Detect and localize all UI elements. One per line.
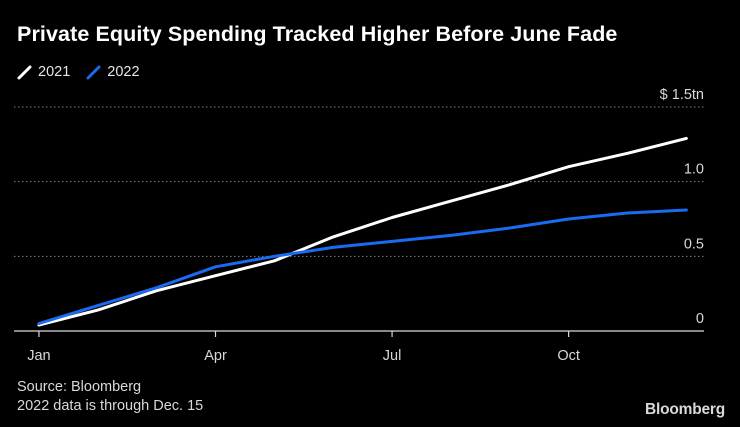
data-point-2022 [273,255,276,258]
data-point-2022 [508,226,512,230]
y-tick-label: $ 1.5tn [660,87,704,103]
data-point-2022 [96,304,100,307]
bloomberg-logo: Bloomberg [644,401,725,418]
y-tick-label: 0.5 [684,236,704,252]
data-point-2021 [508,183,512,186]
data-point-2022 [331,246,335,249]
chart-title: Private Equity Spending Tracked Higher B… [17,22,618,46]
x-tick-label: Jan [27,348,50,364]
x-tick-label: Jul [383,348,402,364]
data-point-2022 [449,234,453,237]
data-point-2021 [685,137,688,140]
y-tick-label: 1.0 [684,162,704,178]
series-line-2021 [37,136,688,327]
data-point-2022 [567,217,570,221]
data-point-2021 [390,216,394,219]
data-point-2021 [331,235,335,239]
data-point-2022 [37,322,41,325]
data-point-2022 [685,208,688,212]
data-point-2021 [626,151,629,155]
data-note: 2022 data is through Dec. 15 [17,398,204,414]
data-point-2021 [449,199,453,203]
footer: Source: Bloomberg 2022 data is through D… [17,378,203,416]
legend: 2021 2022 [17,62,156,82]
data-point-2021 [96,308,100,312]
data-point-2022 [626,211,629,215]
data-point-2022 [214,265,217,269]
legend-label-2022: 2022 [107,64,140,80]
legend-swatch-2021 [17,65,32,79]
legend-item-2022: 2022 [86,64,140,80]
data-point-2022 [390,240,394,243]
data-point-2021 [273,259,276,263]
x-tick-label: Apr [204,348,227,364]
y-tick-label: 0 [696,311,704,327]
data-point-2022 [155,286,158,289]
legend-item-2021: 2021 [17,64,70,80]
data-point-2021 [214,274,217,278]
source-note: Source: Bloomberg [17,379,142,395]
data-point-2021 [567,165,570,169]
x-tick-label: Oct [557,348,580,364]
series-line-2022 [37,208,688,325]
data-point-2021 [155,289,158,292]
legend-swatch-2022 [86,65,101,79]
legend-label-2021: 2021 [38,64,71,80]
